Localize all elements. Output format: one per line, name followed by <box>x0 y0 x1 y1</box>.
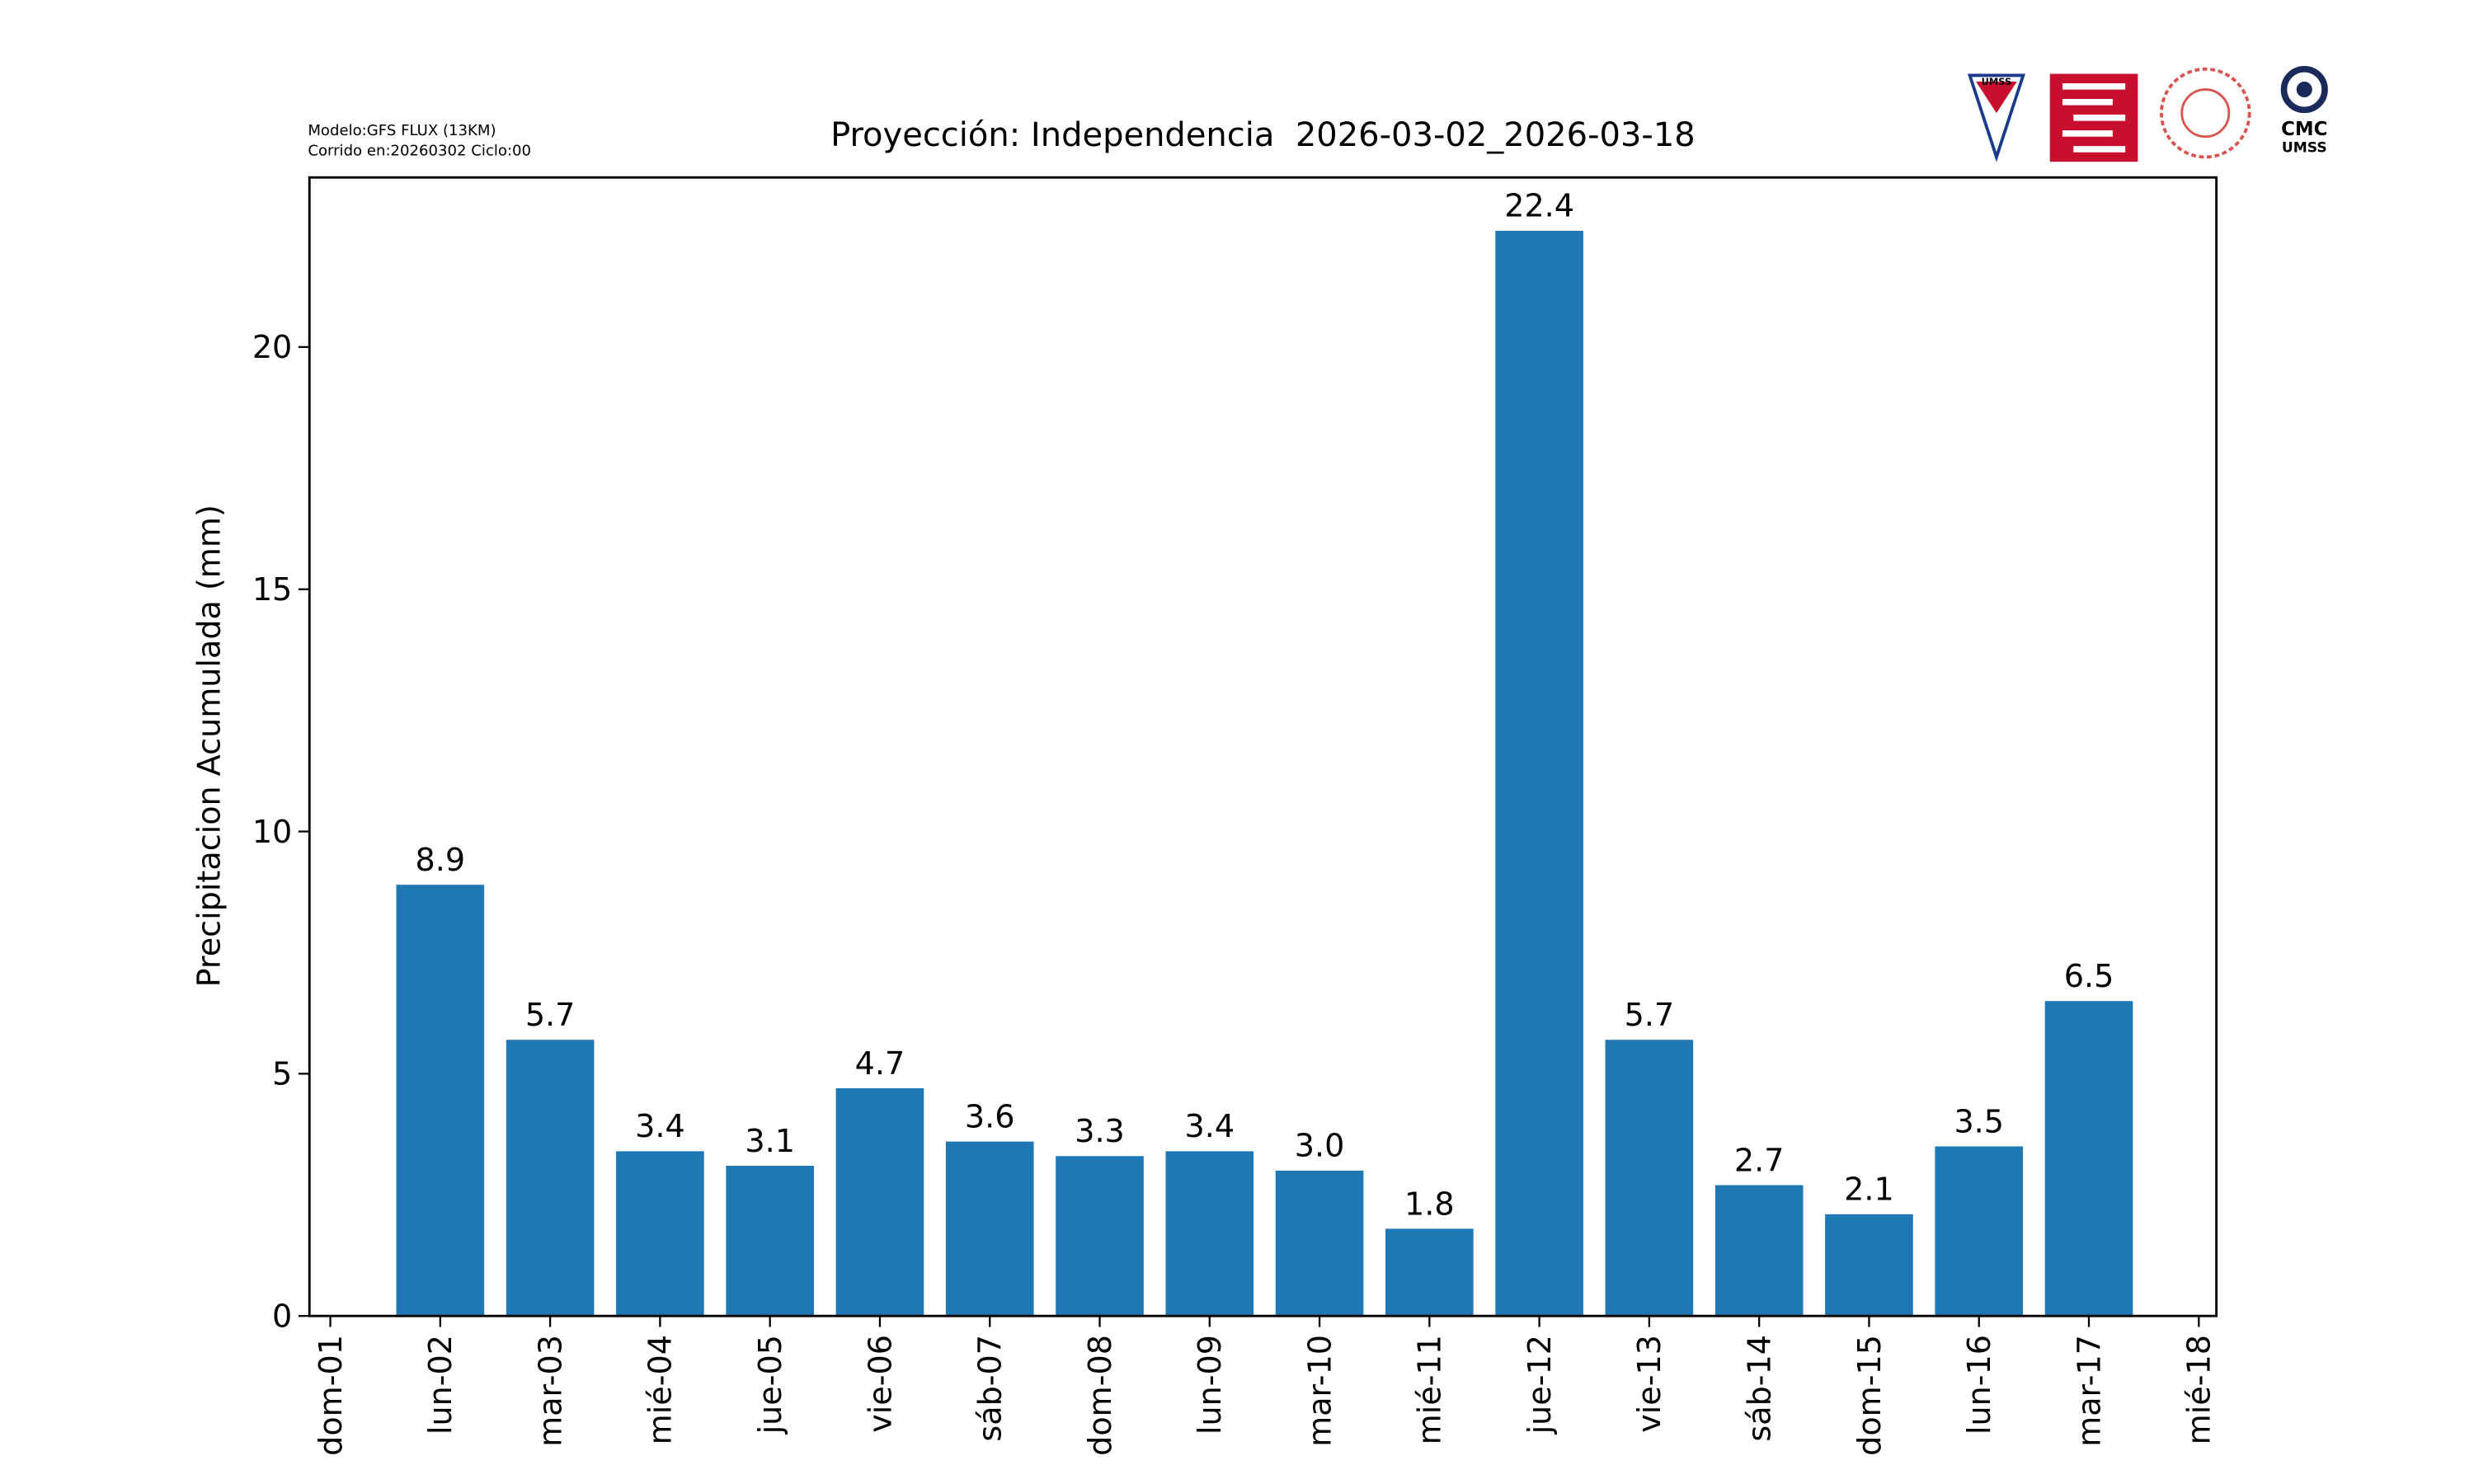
value-label: 5.7 <box>1625 997 1675 1033</box>
value-label: 3.5 <box>1954 1103 2004 1139</box>
value-label: 4.7 <box>855 1045 905 1082</box>
x-tick-label: vie-06 <box>862 1335 898 1433</box>
value-label: 8.9 <box>416 842 466 878</box>
x-tick-label: sáb-07 <box>972 1335 1009 1442</box>
x-tick-label: jue-12 <box>1522 1335 1558 1435</box>
logo-cmc-ring <box>2280 66 2328 114</box>
x-tick-label: jue-05 <box>752 1335 788 1435</box>
bar <box>1714 1185 1804 1317</box>
value-label: 22.4 <box>1504 188 1574 224</box>
y-tick-label: 20 <box>252 329 292 365</box>
logo-seal-inner <box>2180 88 2231 139</box>
bar <box>1056 1156 1144 1317</box>
x-tick-label: mar-17 <box>2071 1335 2107 1447</box>
chart-title: Proyección: Independencia 2026-03-02_202… <box>830 116 1696 154</box>
value-label: 3.4 <box>1185 1108 1235 1144</box>
bar <box>1275 1170 1364 1317</box>
logo-text: CMC <box>2281 119 2327 140</box>
y-tick-label: 5 <box>272 1056 292 1092</box>
x-tick-label: lun-16 <box>1961 1335 1997 1435</box>
x-tick-label: dom-15 <box>1851 1335 1888 1456</box>
value-label: 2.1 <box>1844 1172 1894 1208</box>
bar <box>616 1151 704 1317</box>
value-label: 2.7 <box>1734 1142 1785 1178</box>
bar <box>1495 230 1583 1317</box>
x-tick-label: dom-01 <box>313 1335 349 1456</box>
value-label: 3.4 <box>635 1108 685 1144</box>
x-tick-label: lun-02 <box>422 1335 459 1435</box>
x-tick-label: lun-09 <box>1192 1335 1228 1435</box>
bar <box>726 1166 814 1317</box>
logo-cmc-dot <box>2296 82 2312 98</box>
logos: UMSS CMC UMSS <box>1967 66 2328 162</box>
bar <box>1935 1146 2024 1317</box>
bar <box>1165 1151 1254 1317</box>
x-tick-label: mar-10 <box>1301 1335 1338 1447</box>
value-label: 3.6 <box>965 1098 1015 1134</box>
bar <box>506 1040 595 1317</box>
x-tick-label: mar-03 <box>532 1335 568 1447</box>
x-tick-label: vie-13 <box>1631 1335 1667 1433</box>
x-tick-label: mié-18 <box>2181 1335 2218 1444</box>
y-tick-label: 0 <box>272 1298 292 1335</box>
y-axis-label: Precipitacion Acumulada (mm) <box>191 505 228 987</box>
logo-seal <box>2160 67 2251 159</box>
logo-fcyt-lines <box>2062 82 2126 153</box>
bar <box>1605 1040 1694 1317</box>
logo-shield <box>1967 73 2025 162</box>
bar <box>1825 1214 1913 1317</box>
run-note: Corrido en:20260302 Ciclo:00 <box>308 143 531 160</box>
y-tick-label: 15 <box>252 571 292 608</box>
value-label: 1.8 <box>1404 1186 1455 1222</box>
model-note: Modelo:GFS FLUX (13KM) <box>308 122 496 139</box>
bar <box>2044 1001 2133 1317</box>
bar <box>835 1088 924 1317</box>
x-tick-label: mié-04 <box>642 1335 679 1444</box>
logo-shield-red <box>1976 82 2017 114</box>
value-label: 3.0 <box>1295 1128 1345 1164</box>
bar <box>1385 1228 1474 1317</box>
x-tick-label: sáb-14 <box>1742 1335 1778 1442</box>
bar <box>396 885 485 1317</box>
y-tick-label: 10 <box>252 814 292 850</box>
plot-frame <box>308 176 2218 1317</box>
x-tick-label: mié-11 <box>1412 1335 1448 1444</box>
logo-text: UMSS <box>1982 76 2012 87</box>
value-label: 3.1 <box>745 1123 795 1159</box>
x-tick-label: dom-08 <box>1082 1335 1118 1456</box>
logo-text: UMSS <box>2282 140 2327 157</box>
bar <box>945 1141 1034 1317</box>
value-label: 5.7 <box>525 997 576 1033</box>
value-label: 3.3 <box>1075 1113 1125 1149</box>
value-label: 6.5 <box>2064 958 2114 994</box>
